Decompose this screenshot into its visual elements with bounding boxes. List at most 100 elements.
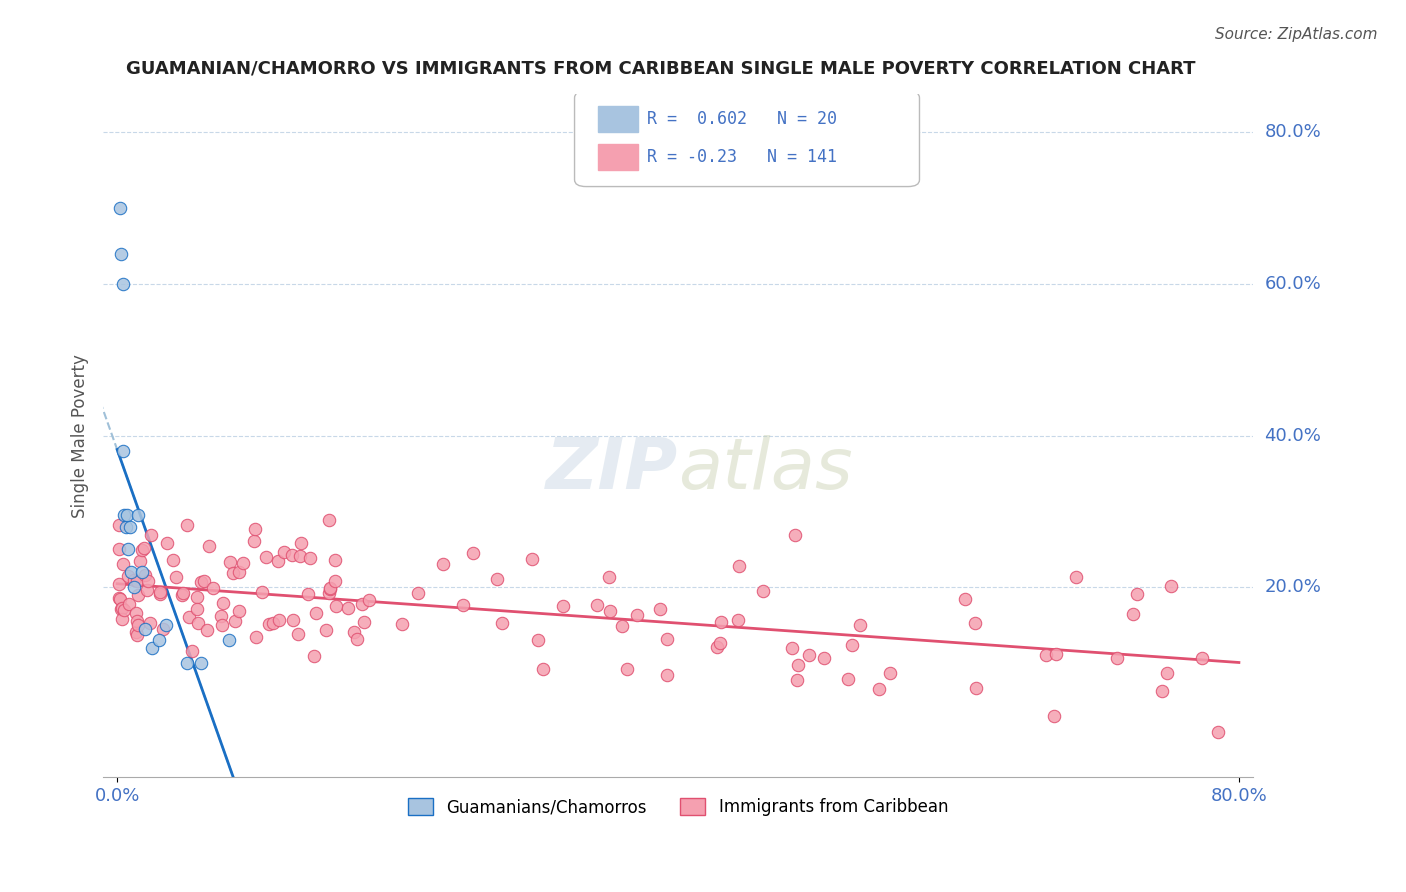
Point xyxy=(245,630,267,644)
Point xyxy=(111,612,134,626)
Point xyxy=(117,542,139,557)
Point xyxy=(125,624,148,639)
Point xyxy=(297,586,319,600)
Point xyxy=(1064,570,1087,584)
Point xyxy=(273,545,295,559)
Point xyxy=(599,604,621,618)
Point xyxy=(177,610,200,624)
Point xyxy=(110,602,132,616)
Point xyxy=(128,554,150,568)
Point xyxy=(117,569,139,583)
Point xyxy=(181,644,204,658)
Point xyxy=(176,656,198,670)
Point xyxy=(359,593,381,607)
Point xyxy=(134,568,156,582)
Point xyxy=(1150,684,1173,698)
Point xyxy=(319,581,342,595)
Point xyxy=(125,574,148,588)
Point xyxy=(352,597,374,611)
Point xyxy=(343,624,366,639)
Point xyxy=(131,543,153,558)
Point xyxy=(451,598,474,612)
Text: Source: ZipAtlas.com: Source: ZipAtlas.com xyxy=(1215,27,1378,42)
Point xyxy=(531,662,554,676)
Point xyxy=(706,640,728,654)
Point xyxy=(848,618,870,632)
Point xyxy=(786,658,808,673)
Point xyxy=(841,638,863,652)
Text: 80.0%: 80.0% xyxy=(1264,123,1322,141)
Text: atlas: atlas xyxy=(678,435,852,504)
Point xyxy=(318,513,340,527)
Point xyxy=(114,519,136,533)
Point xyxy=(965,681,987,695)
Point xyxy=(127,588,149,602)
Point xyxy=(186,602,208,616)
Point xyxy=(318,586,340,600)
Point xyxy=(118,597,141,611)
Point xyxy=(287,627,309,641)
Point xyxy=(107,517,129,532)
Point xyxy=(963,615,986,630)
Point xyxy=(336,601,359,615)
Point xyxy=(252,585,274,599)
FancyBboxPatch shape xyxy=(575,91,920,186)
Point xyxy=(657,632,679,647)
Point xyxy=(1105,651,1128,665)
Point xyxy=(319,582,342,596)
Point xyxy=(118,519,141,533)
Point xyxy=(202,581,225,595)
Point xyxy=(125,614,148,628)
Point xyxy=(1126,587,1149,601)
Point xyxy=(155,618,177,632)
Point xyxy=(797,648,820,662)
Legend: Guamanians/Chamorros, Immigrants from Caribbean: Guamanians/Chamorros, Immigrants from Ca… xyxy=(401,791,955,823)
Point xyxy=(485,573,508,587)
Point xyxy=(728,558,751,573)
Text: R = -0.23   N = 141: R = -0.23 N = 141 xyxy=(647,147,837,166)
Point xyxy=(709,636,731,650)
Point xyxy=(879,665,901,680)
Point xyxy=(290,536,312,550)
Point xyxy=(1122,607,1144,621)
Point xyxy=(108,201,131,215)
Point xyxy=(786,673,808,687)
Point xyxy=(323,552,346,566)
Bar xyxy=(598,106,638,132)
Point xyxy=(305,607,328,621)
Point xyxy=(115,508,138,523)
Point xyxy=(315,624,337,638)
Point xyxy=(391,617,413,632)
Point xyxy=(187,615,209,630)
Point xyxy=(111,558,134,572)
Point xyxy=(955,592,977,607)
Point xyxy=(162,552,184,566)
Point xyxy=(837,672,859,686)
Point xyxy=(325,599,347,614)
Point xyxy=(172,586,194,600)
Point xyxy=(782,641,804,656)
Point xyxy=(432,558,454,572)
Point xyxy=(650,602,672,616)
Point xyxy=(209,609,232,624)
Point xyxy=(406,586,429,600)
Point xyxy=(136,582,159,597)
Point xyxy=(125,627,148,641)
Text: R =  0.602   N = 20: R = 0.602 N = 20 xyxy=(647,110,837,128)
Point xyxy=(211,618,233,632)
Point xyxy=(243,522,266,536)
Point xyxy=(125,606,148,620)
Point xyxy=(527,632,550,647)
Point xyxy=(190,574,212,589)
Text: 40.0%: 40.0% xyxy=(1264,426,1322,444)
Point xyxy=(262,615,284,630)
Point xyxy=(108,591,131,606)
Point xyxy=(1191,651,1213,665)
Point xyxy=(107,542,129,557)
Text: 20.0%: 20.0% xyxy=(1264,578,1322,596)
Point xyxy=(463,546,485,560)
Point xyxy=(228,604,250,618)
Point xyxy=(254,550,277,565)
Bar xyxy=(598,144,638,169)
Point xyxy=(616,662,638,676)
